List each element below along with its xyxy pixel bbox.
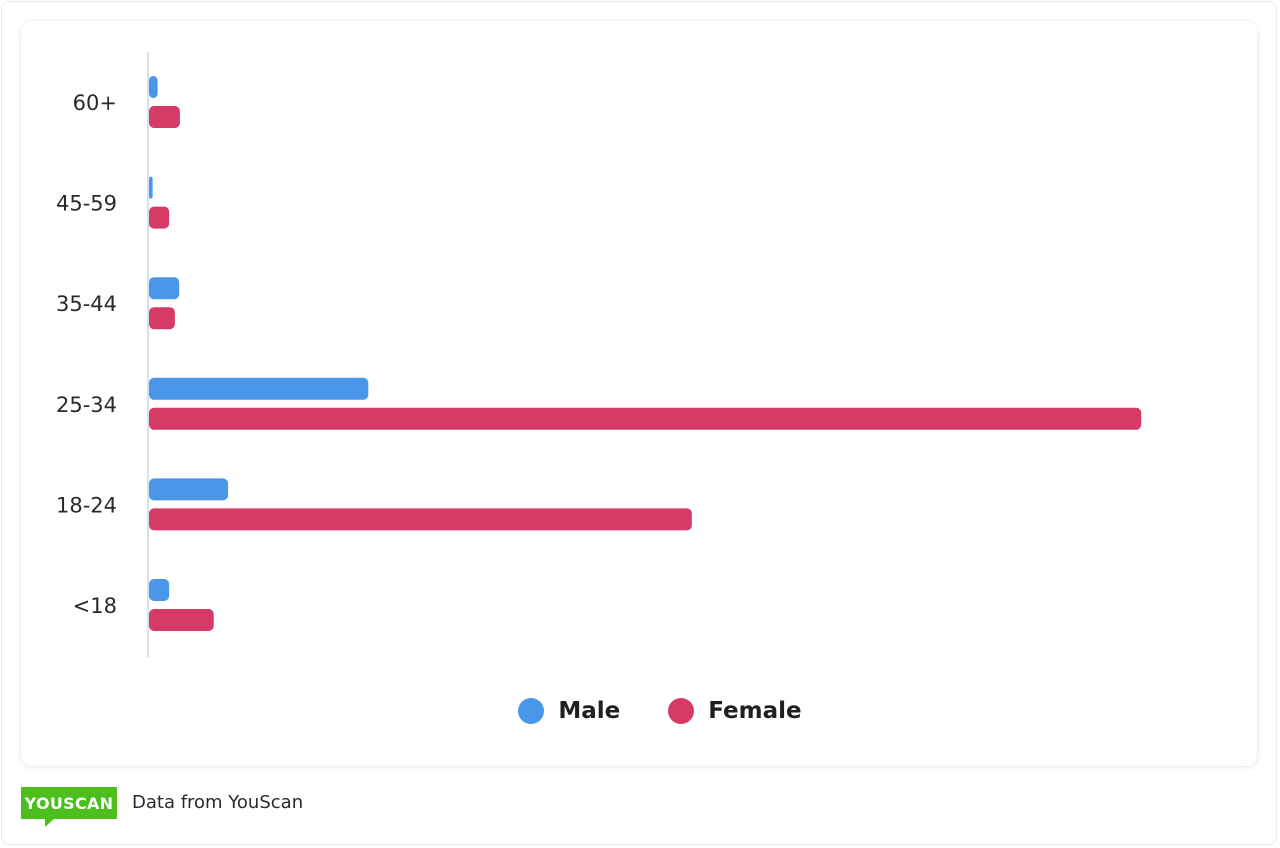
source-caption: Data from YouScan [132,792,304,813]
bar-female[interactable] [149,407,1142,430]
y-tick-label: <18 [73,594,117,618]
female-dot-icon [668,698,695,724]
legend-item-female[interactable]: Female [668,698,802,724]
y-tick-label: 18-24 [56,493,117,517]
bar-female[interactable] [149,307,175,330]
chart-legend: Male Female [0,692,1280,730]
male-dot-icon [518,698,545,724]
bar-male[interactable] [149,478,229,501]
bar-male[interactable] [149,377,369,400]
legend-item-male[interactable]: Male [518,698,620,724]
bar-male[interactable] [149,579,170,601]
bar-female[interactable] [149,206,170,229]
bar-male[interactable] [149,277,180,300]
footer: YOUSCAN Data from YouScan [21,787,303,827]
legend-label-female: Female [708,698,802,724]
bar-male[interactable] [149,176,153,199]
bar-female[interactable] [149,106,180,128]
y-tick-label: 35-44 [56,292,117,316]
y-tick-label: 25-34 [56,393,117,417]
y-tick-label: 60+ [73,91,117,115]
youscan-logo[interactable]: YOUSCAN [21,787,117,827]
y-tick-label: 45-59 [56,192,117,216]
bar-female[interactable] [149,508,692,531]
bar-male[interactable] [149,76,158,98]
logo-text: YOUSCAN [24,793,114,813]
legend-label-male: Male [558,698,621,724]
bar-female[interactable] [149,609,214,631]
